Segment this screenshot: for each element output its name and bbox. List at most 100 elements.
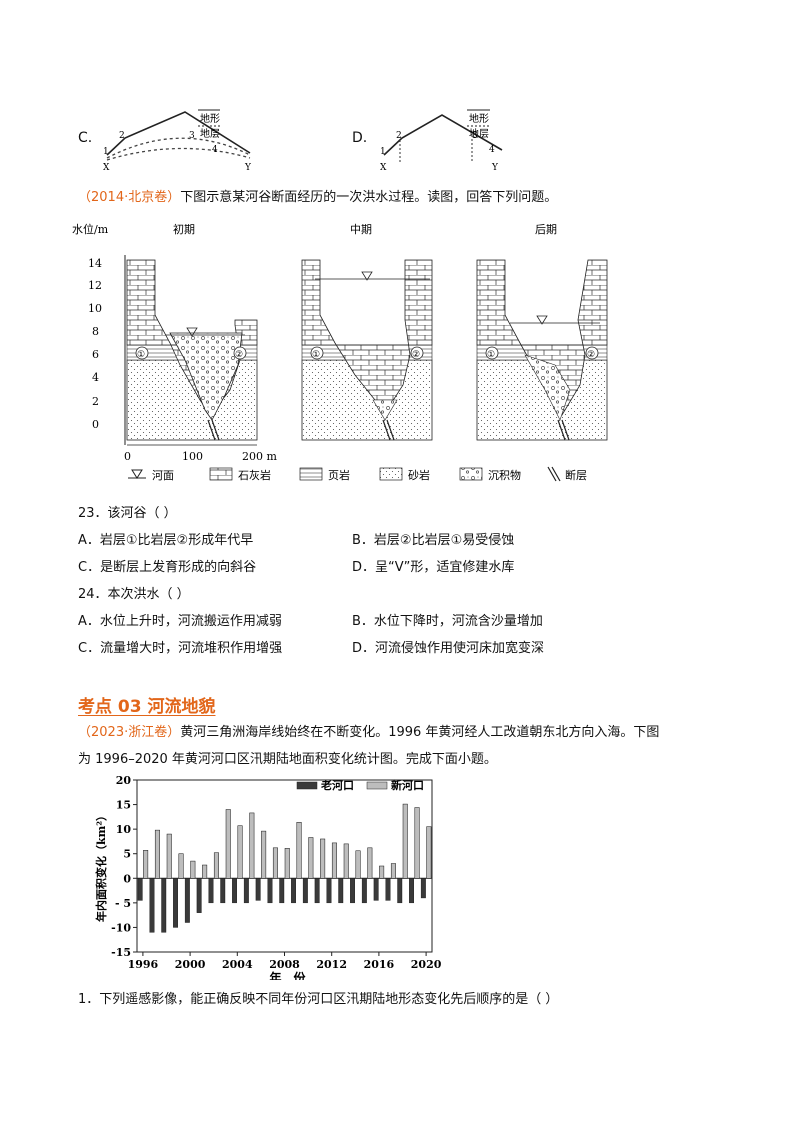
bar-old-mouth	[373, 878, 379, 901]
svg-text:4: 4	[92, 371, 99, 384]
svg-text:3: 3	[189, 131, 195, 141]
q23-option-a[interactable]: A．岩层①比岩层②形成年代早	[78, 533, 254, 548]
svg-text:页岩: 页岩	[328, 468, 350, 482]
q24-option-a[interactable]: A．水位上升时，河流搬运作用减弱	[78, 614, 282, 629]
d-legend-bottom: 地层	[469, 127, 489, 140]
svg-text:Y: Y	[244, 163, 252, 173]
bar-new-mouth	[402, 803, 408, 879]
x-tick-label: 1996	[128, 958, 159, 971]
bar-old-mouth	[208, 878, 214, 904]
c-strata-2	[106, 147, 251, 161]
bar-new-mouth	[225, 809, 231, 879]
y-tick-label: 15	[116, 799, 131, 812]
bar-new-mouth	[249, 812, 255, 879]
bar-old-mouth	[420, 878, 426, 899]
bar-old-mouth	[302, 878, 308, 904]
x-tick-label: 2004	[222, 958, 253, 971]
svg-text:4: 4	[212, 145, 218, 155]
x-tick-label: 2000	[175, 958, 206, 971]
svg-text:石灰岩: 石灰岩	[238, 468, 271, 482]
bar-new-mouth	[284, 848, 290, 879]
svg-text:2: 2	[92, 395, 99, 408]
intro-2014: （2014·北京卷）下图示意某河谷断面经历的一次洪水过程。读图，回答下列问题。	[78, 190, 558, 205]
bar-new-mouth	[390, 863, 396, 879]
bar-old-mouth	[338, 878, 344, 904]
x-tick-label: 2012	[316, 958, 347, 971]
y-tick-label: -15	[111, 946, 131, 959]
bar-old-mouth	[385, 878, 391, 901]
q23-stem: 23．该河谷（ ）	[78, 506, 177, 521]
bar-new-mouth	[367, 847, 373, 879]
x-tick-label: 2020	[411, 958, 442, 971]
q23-option-b[interactable]: B．岩层②比岩层①易受侵蚀	[352, 533, 515, 548]
panel-middle: 中期 ① ②	[301, 223, 433, 441]
svg-text:②: ②	[412, 350, 420, 360]
q1-stem: 1．下列遥感影像，能正确反映不同年份河口区汛期陆地形态变化先后顺序的是（ ）	[78, 992, 559, 1007]
bar-old-mouth	[137, 878, 143, 901]
intro-2023-line2: 为 1996–2020 年黄河河口区汛期陆地面积变化统计图。完成下面小题。	[78, 752, 497, 767]
svg-text:3: 3	[472, 131, 478, 141]
bar-old-mouth	[161, 878, 167, 933]
bar-old-mouth	[232, 878, 237, 904]
bar-new-mouth	[355, 850, 361, 879]
svg-text:①: ①	[487, 350, 495, 360]
q24-option-c[interactable]: C．流量增大时，河流堆积作用增强	[78, 641, 283, 656]
q23-option-c[interactable]: C．是断层上发育形成的向斜谷	[78, 560, 257, 575]
source-tag: （2014·北京卷）	[78, 190, 181, 205]
y-tick-label: - 5	[115, 897, 131, 910]
panel-late: 后期 ① ②	[476, 223, 608, 441]
y-tick-label: 20	[116, 775, 132, 787]
chart-y-label: 年内面积变化（km²）	[95, 810, 108, 922]
svg-text:4: 4	[489, 145, 495, 155]
svg-text:河面: 河面	[152, 469, 174, 482]
q24-option-d[interactable]: D．河流侵蚀作用使河床加宽变深	[352, 641, 545, 656]
d-legend-top: 地形	[469, 112, 489, 125]
y-tick-label: 5	[123, 848, 131, 861]
river-legend: 河面 石灰岩 页岩 砂岩 沉积物 断层	[128, 466, 587, 482]
svg-text:①: ①	[137, 350, 145, 360]
bar-old-mouth	[350, 878, 355, 904]
bar-old-mouth	[149, 878, 155, 933]
bar-new-mouth	[237, 825, 243, 879]
bar-new-mouth	[261, 830, 267, 879]
y-tick-label: 10	[116, 823, 132, 836]
q24-option-b[interactable]: B．水位下降时，河流含沙量增加	[352, 614, 543, 629]
svg-text:12: 12	[88, 279, 102, 292]
bar-old-mouth	[173, 878, 179, 928]
chart-x-label: 年 份	[270, 970, 307, 980]
source-tag-2023: （2023·浙江卷）	[78, 725, 181, 740]
q24-stem: 24．本次洪水（ ）	[78, 587, 190, 602]
bar-new-mouth	[143, 850, 149, 879]
d-terrain-line	[383, 114, 503, 156]
bar-new-mouth	[190, 860, 196, 879]
svg-text:X: X	[380, 163, 387, 173]
svg-text:初期: 初期	[173, 222, 195, 236]
svg-text:X: X	[103, 163, 110, 173]
svg-text:②: ②	[235, 350, 243, 360]
bar-old-mouth	[291, 878, 296, 904]
svg-text:200 m: 200 m	[242, 450, 277, 463]
svg-text:0: 0	[124, 450, 131, 463]
bar-old-mouth	[326, 878, 332, 904]
q23-option-d[interactable]: D．呈“V”形，适宜修建水库	[352, 560, 515, 575]
svg-text:2: 2	[396, 131, 402, 141]
y-tick-label: 0	[123, 872, 131, 885]
bar-old-mouth	[255, 878, 261, 901]
panel-early: 初期 ① ②	[126, 222, 258, 441]
y-axis-label: 水位/m	[72, 222, 109, 236]
bar-old-mouth	[196, 878, 202, 913]
svg-text:后期: 后期	[535, 223, 557, 236]
c-terrain-line	[106, 111, 251, 156]
svg-text:6: 6	[92, 348, 99, 361]
bar-new-mouth	[343, 843, 349, 879]
svg-text:1: 1	[103, 147, 109, 157]
svg-text:14: 14	[88, 257, 102, 270]
x-tick-label: 2016	[364, 958, 395, 971]
svg-text:中期: 中期	[350, 223, 372, 236]
svg-text:2: 2	[119, 131, 125, 141]
bar-old-mouth	[184, 878, 190, 923]
river-valley-figure: 水位/m 14 12 10 8 6 4 2 0 初期 ① ② 中期	[72, 222, 608, 482]
bar-new-mouth	[308, 837, 314, 879]
svg-text:Y: Y	[491, 163, 499, 173]
bar-new-mouth	[379, 865, 385, 879]
